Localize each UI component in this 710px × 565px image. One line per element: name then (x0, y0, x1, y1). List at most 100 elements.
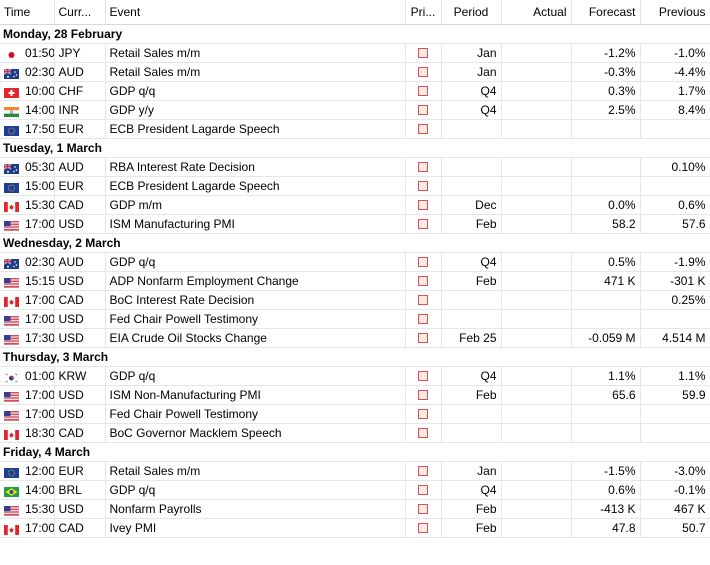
event-row[interactable]: 14:00 BRL GDP q/q Q4 0.6% -0.1% (0, 480, 710, 500)
priority-checkbox[interactable] (418, 485, 428, 496)
event-name: GDP q/q (105, 366, 406, 386)
priority-checkbox[interactable] (418, 333, 428, 344)
priority-checkbox[interactable] (418, 200, 428, 211)
event-currency: AUD (54, 252, 106, 272)
event-time: 18:30 (25, 425, 54, 440)
event-period: Jan (441, 62, 502, 82)
col-header-period[interactable]: Period (441, 0, 502, 25)
event-row[interactable]: 01:50 JPY Retail Sales m/m Jan -1.2% -1.0% (0, 43, 710, 63)
event-forecast: 471 K (571, 271, 641, 291)
col-header-previous[interactable]: Previous (640, 0, 710, 25)
event-previous: -301 K (640, 271, 710, 291)
event-currency: JPY (54, 43, 106, 63)
event-row[interactable]: 15:30 USD Nonfarm Payrolls Feb -413 K 467 K (0, 499, 710, 519)
calendar-body: Monday, 28 February 01:50 JPY Retail Sales … (0, 24, 710, 538)
event-time-cell: 14:00 (0, 480, 55, 500)
priority-checkbox[interactable] (418, 257, 428, 268)
col-header-actual[interactable]: Actual (501, 0, 572, 25)
priority-checkbox[interactable] (418, 219, 428, 230)
priority-checkbox[interactable] (418, 314, 428, 325)
event-row[interactable]: 15:30 CAD GDP m/m Dec 0.0% 0.6% (0, 195, 710, 215)
event-row[interactable]: 02:30 AUD Retail Sales m/m Jan -0.3% -4.4% (0, 62, 710, 82)
event-name: Fed Chair Powell Testimony (105, 309, 406, 329)
event-time-cell: 01:00 (0, 366, 55, 386)
priority-checkbox[interactable] (418, 504, 428, 515)
event-row[interactable]: 15:00 EUR ECB President Lagarde Speech (0, 176, 710, 196)
event-row[interactable]: 02:30 AUD GDP q/q Q4 0.5% -1.9% (0, 252, 710, 272)
priority-checkbox[interactable] (418, 86, 428, 97)
event-actual (501, 290, 572, 310)
event-row[interactable]: 17:00 CAD BoC Interest Rate Decision 0.25% (0, 290, 710, 310)
col-header-currency[interactable]: Curr... (54, 0, 106, 25)
event-row[interactable]: 17:30 USD EIA Crude Oil Stocks Change Feb 2… (0, 328, 710, 348)
event-period: Feb (441, 214, 502, 234)
priority-checkbox[interactable] (418, 466, 428, 477)
event-row[interactable]: 17:00 USD ISM Non-Manufacturing PMI Feb 65.6… (0, 385, 710, 405)
event-time-cell: 17:00 (0, 385, 55, 405)
priority-checkbox[interactable] (418, 409, 428, 420)
flag-ca-icon (4, 201, 19, 212)
event-currency: USD (54, 499, 106, 519)
event-row[interactable]: 14:00 INR GDP y/y Q4 2.5% 8.4% (0, 100, 710, 120)
event-time: 17:00 (25, 311, 54, 326)
event-currency: EUR (54, 176, 106, 196)
event-actual (501, 499, 572, 519)
event-forecast: -413 K (571, 499, 641, 519)
event-forecast (571, 176, 641, 196)
event-time-cell: 15:15 (0, 271, 55, 291)
event-time-cell: 10:00 (0, 81, 55, 101)
event-name: GDP q/q (105, 81, 406, 101)
event-row[interactable]: 05:30 AUD RBA Interest Rate Decision 0.10% (0, 157, 710, 177)
event-previous: 1.7% (640, 81, 710, 101)
event-currency: USD (54, 385, 106, 405)
priority-checkbox[interactable] (418, 67, 428, 78)
event-actual (501, 100, 572, 120)
flag-kr-icon (4, 372, 19, 383)
priority-cell (405, 119, 442, 139)
priority-checkbox[interactable] (418, 276, 428, 287)
col-header-forecast[interactable]: Forecast (571, 0, 641, 25)
event-time-cell: 17:50 (0, 119, 55, 139)
event-period: Q4 (441, 81, 502, 101)
event-time-cell: 12:00 (0, 461, 55, 481)
priority-checkbox[interactable] (418, 124, 428, 135)
event-row[interactable]: 01:00 KRW GDP q/q Q4 1.1% 1.1% (0, 366, 710, 386)
event-row[interactable]: 10:00 CHF GDP q/q Q4 0.3% 1.7% (0, 81, 710, 101)
event-currency: USD (54, 271, 106, 291)
event-previous: 4.514 M (640, 328, 710, 348)
priority-checkbox[interactable] (418, 428, 428, 439)
event-row[interactable]: 17:50 EUR ECB President Lagarde Speech (0, 119, 710, 139)
priority-checkbox[interactable] (418, 523, 428, 534)
event-previous (640, 309, 710, 329)
priority-cell (405, 62, 442, 82)
event-row[interactable]: 17:00 USD Fed Chair Powell Testimony (0, 404, 710, 424)
event-row[interactable]: 15:15 USD ADP Nonfarm Employment Change Feb… (0, 271, 710, 291)
priority-checkbox[interactable] (418, 295, 428, 306)
priority-checkbox[interactable] (418, 181, 428, 192)
col-header-priority[interactable]: Pri... (405, 0, 442, 25)
event-time: 15:15 (25, 273, 54, 288)
event-currency: AUD (54, 157, 106, 177)
priority-checkbox[interactable] (418, 371, 428, 382)
event-name: Fed Chair Powell Testimony (105, 404, 406, 424)
day-label: Friday, 4 March (0, 442, 710, 462)
event-row[interactable]: 17:00 CAD Ivey PMI Feb 47.8 50.7 (0, 518, 710, 538)
event-period (441, 119, 502, 139)
event-name: GDP q/q (105, 252, 406, 272)
col-header-event[interactable]: Event (105, 0, 406, 25)
event-time: 17:30 (25, 330, 54, 345)
event-time: 02:30 (25, 64, 54, 79)
priority-checkbox[interactable] (418, 105, 428, 116)
event-row[interactable]: 12:00 EUR Retail Sales m/m Jan -1.5% -3.0% (0, 461, 710, 481)
event-forecast: -0.3% (571, 62, 641, 82)
event-row[interactable]: 17:00 USD Fed Chair Powell Testimony (0, 309, 710, 329)
priority-checkbox[interactable] (418, 48, 428, 59)
priority-cell (405, 309, 442, 329)
flag-eu-icon (4, 182, 19, 193)
priority-checkbox[interactable] (418, 390, 428, 401)
event-row[interactable]: 17:00 USD ISM Manufacturing PMI Feb 58.2 57.6 (0, 214, 710, 234)
event-row[interactable]: 18:30 CAD BoC Governor Macklem Speech (0, 423, 710, 443)
col-header-time[interactable]: Time (0, 0, 55, 25)
priority-cell (405, 480, 442, 500)
priority-checkbox[interactable] (418, 162, 428, 173)
